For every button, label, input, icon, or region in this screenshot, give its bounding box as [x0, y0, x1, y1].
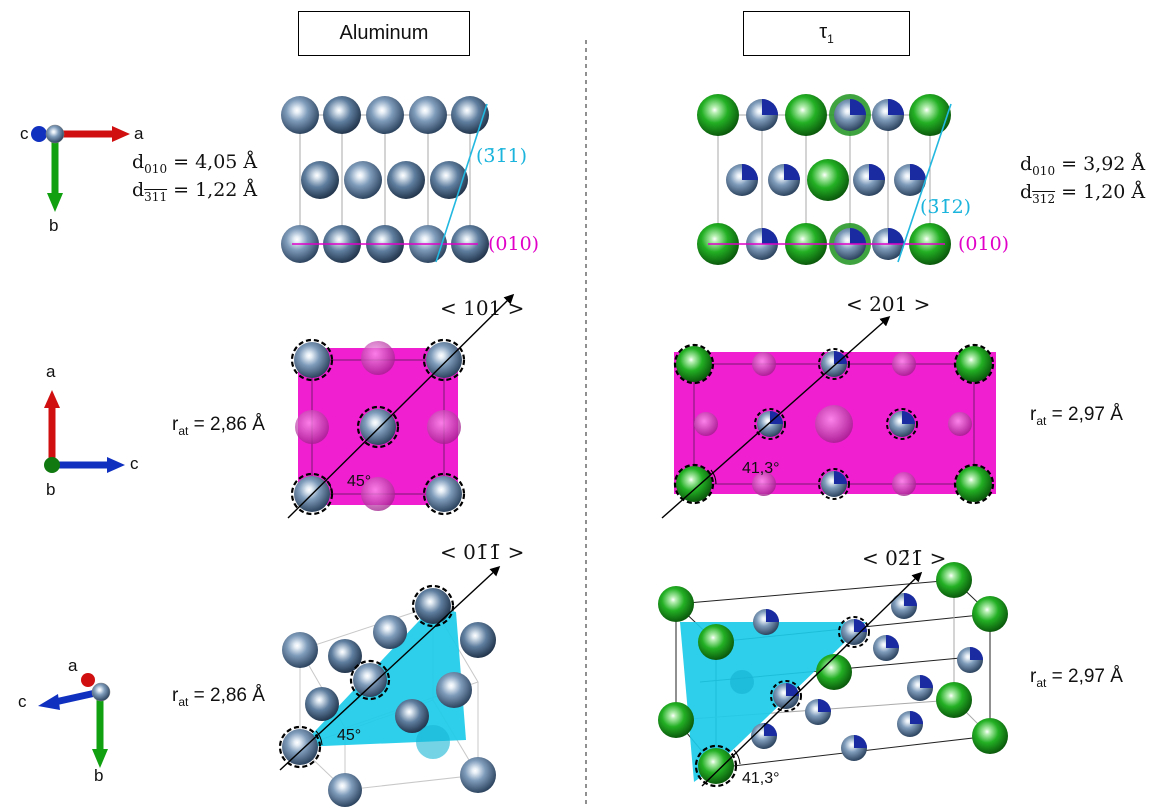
axis-indicator-bot — [38, 673, 111, 768]
axis-label-c-top: c — [20, 124, 29, 143]
al-direction-mid-label: < 101 > — [440, 296, 525, 320]
axis-label-a-mid: a — [46, 362, 56, 381]
axis-label-c-bot: c — [18, 692, 27, 711]
tau-plane-312-label: (3̄1̄2) — [920, 196, 972, 218]
al-bot-structure — [278, 565, 501, 807]
al-rat-bot: rat = 2,86 Å — [172, 685, 265, 709]
axis-label-a-bot: a — [68, 656, 78, 675]
al-top-structure — [281, 96, 489, 263]
header-tau1: τ1 — [743, 11, 910, 56]
al-rat-mid: rat = 2,86 Å — [172, 414, 265, 438]
axis-b-dot — [44, 457, 60, 473]
axis-label-a-top: a — [134, 124, 144, 143]
tau-mid-structure — [661, 316, 996, 519]
tau-plane-010-label: (010) — [958, 233, 1010, 255]
axis-c-dot — [31, 126, 47, 142]
al-angle-mid: 45° — [347, 473, 372, 490]
plane-311-line — [435, 103, 488, 263]
tau-angle-mid: 41,3° — [742, 460, 780, 477]
tau-d312-value: d312 = 1,20 Å — [1020, 181, 1146, 206]
tau-rat-mid: rat = 2,97 Å — [1030, 404, 1123, 428]
al-angle-bot: 45° — [337, 727, 362, 744]
tau-rat-bot: rat = 2,97 Å — [1030, 666, 1123, 690]
axis-label-c-mid: c — [130, 454, 139, 473]
tau-bot-structure — [658, 562, 1008, 788]
axis-label-b-mid: b — [46, 480, 56, 499]
tau-direction-bot-label: < 02̄1̄ > — [862, 546, 947, 570]
al-plane-010-label: (010) — [488, 233, 540, 255]
header-aluminum: Aluminum — [298, 11, 470, 56]
al-d311-value: d311 = 1,22 Å — [132, 179, 258, 204]
direction-021-arrow — [701, 571, 923, 787]
tau-top-structure — [697, 94, 952, 265]
direction-011-arrow — [279, 565, 501, 771]
tau-d010-value: d010 = 3,92 Å — [1020, 153, 1146, 178]
al-direction-bot-label: < 01̄1̄ > — [440, 540, 525, 564]
header-tau1-label: τ1 — [819, 21, 834, 46]
axis-label-b-top: b — [49, 216, 59, 235]
al-d010-value: d010 = 4,05 Å — [132, 151, 258, 176]
axis-label-b-bot: b — [94, 766, 104, 785]
al-mid-structure — [287, 293, 515, 519]
axis-indicator-top — [31, 124, 130, 212]
axis-indicator-mid — [44, 390, 125, 473]
direction-101-arrow — [287, 293, 515, 519]
tau-angle-bot: 41,3° — [742, 770, 780, 787]
tau-direction-mid-label: < 201 > — [846, 292, 931, 316]
al-plane-311-label: (3̄1̄1) — [476, 145, 528, 167]
direction-201-arrow — [661, 316, 891, 519]
plane-312-line — [897, 103, 952, 263]
axis-a-dot — [81, 673, 95, 687]
header-aluminum-label: Aluminum — [339, 22, 429, 44]
